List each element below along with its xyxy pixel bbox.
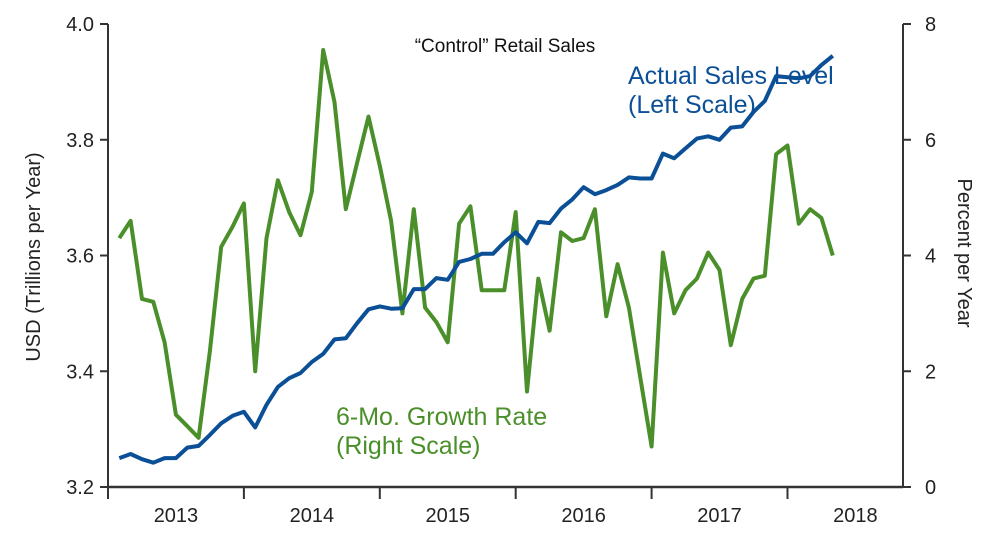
x-tick-label: 2013	[154, 505, 199, 527]
right-tick-label: 6	[925, 130, 936, 152]
left-tick-label: 3.6	[66, 246, 94, 268]
chart-title: “Control” Retail Sales	[415, 36, 596, 57]
right-tick-label: 4	[925, 246, 936, 268]
right-tick-label: 2	[925, 361, 936, 383]
annotation-sales-level: Actual Sales Level	[628, 62, 834, 90]
annotation-sales-level-scale: (Left Scale)	[628, 91, 756, 119]
x-tick-label: 2015	[425, 505, 470, 527]
annotation-growth-rate-scale: (Right Scale)	[336, 432, 481, 460]
x-tick-label: 2016	[561, 505, 606, 527]
right-tick-label: 8	[925, 14, 936, 36]
left-axis-ticks: 3.2 3.4 3.6 3.8 4.0	[66, 14, 108, 499]
left-axis-label: USD (Trillions per Year)	[23, 152, 45, 361]
right-axis-label: Percent per Year	[953, 179, 975, 328]
left-tick-label: 4.0	[66, 14, 94, 36]
series-line-sales-level	[118, 54, 835, 465]
left-tick-label: 3.8	[66, 130, 94, 152]
x-tick-label: 2017	[697, 505, 742, 527]
series-line-growth-rate	[117, 48, 835, 449]
annotation-growth-rate: 6-Mo. Growth Rate	[336, 403, 547, 431]
x-axis-ticks: 2013 2014 2015 2016 2017 2018	[107, 487, 878, 527]
left-tick-label: 3.2	[66, 477, 94, 499]
left-tick-label: 3.4	[66, 361, 94, 383]
x-tick-label: 2014	[290, 505, 335, 527]
x-tick-label: 2018	[833, 505, 878, 527]
right-tick-label: 0	[925, 477, 936, 499]
right-axis-ticks: 0 2 4 6 8	[903, 14, 936, 499]
